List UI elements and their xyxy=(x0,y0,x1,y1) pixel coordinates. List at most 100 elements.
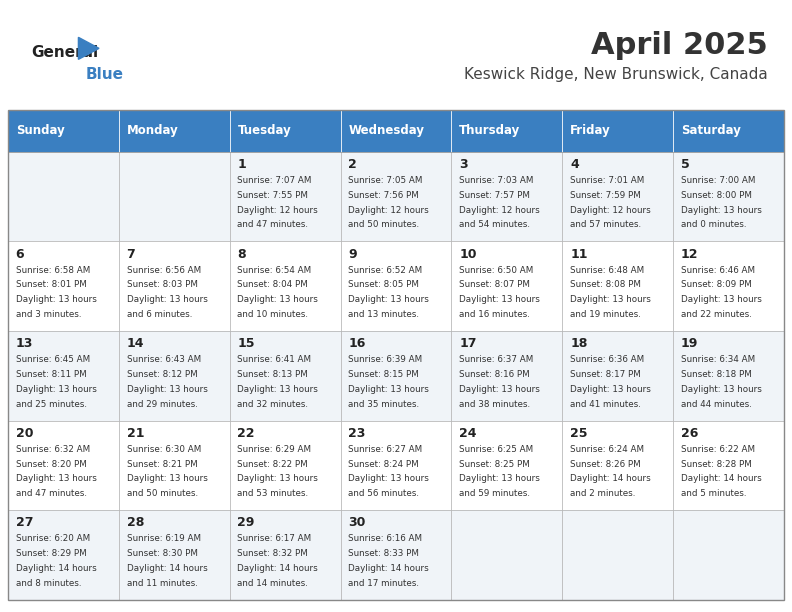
Text: and 5 minutes.: and 5 minutes. xyxy=(681,489,747,498)
Text: 21: 21 xyxy=(127,427,144,440)
Text: Daylight: 13 hours: Daylight: 13 hours xyxy=(459,385,540,394)
Text: Sunset: 8:32 PM: Sunset: 8:32 PM xyxy=(238,549,308,558)
Text: 20: 20 xyxy=(16,427,33,440)
Text: Sunset: 7:57 PM: Sunset: 7:57 PM xyxy=(459,191,530,200)
Text: and 2 minutes.: and 2 minutes. xyxy=(570,489,635,498)
Text: Sunset: 8:24 PM: Sunset: 8:24 PM xyxy=(348,460,419,469)
FancyBboxPatch shape xyxy=(230,241,341,331)
Text: 23: 23 xyxy=(348,427,366,440)
Text: 29: 29 xyxy=(238,517,255,529)
Polygon shape xyxy=(78,37,99,59)
FancyBboxPatch shape xyxy=(673,420,784,510)
Text: Sunrise: 7:00 AM: Sunrise: 7:00 AM xyxy=(681,176,756,185)
Text: Sunset: 8:22 PM: Sunset: 8:22 PM xyxy=(238,460,308,469)
Text: 25: 25 xyxy=(570,427,588,440)
Text: and 32 minutes.: and 32 minutes. xyxy=(238,400,308,409)
FancyBboxPatch shape xyxy=(230,510,341,600)
Text: 10: 10 xyxy=(459,248,477,261)
Text: and 44 minutes.: and 44 minutes. xyxy=(681,400,752,409)
FancyBboxPatch shape xyxy=(341,241,451,331)
Text: Daylight: 13 hours: Daylight: 13 hours xyxy=(348,385,429,394)
Text: and 17 minutes.: and 17 minutes. xyxy=(348,579,419,588)
Text: 17: 17 xyxy=(459,337,477,350)
Text: Daylight: 13 hours: Daylight: 13 hours xyxy=(238,385,318,394)
FancyBboxPatch shape xyxy=(341,420,451,510)
Text: 5: 5 xyxy=(681,158,690,171)
FancyBboxPatch shape xyxy=(451,510,562,600)
Text: Sunrise: 6:25 AM: Sunrise: 6:25 AM xyxy=(459,445,533,453)
Text: Daylight: 13 hours: Daylight: 13 hours xyxy=(459,295,540,304)
FancyBboxPatch shape xyxy=(119,510,230,600)
FancyBboxPatch shape xyxy=(562,420,673,510)
Text: 4: 4 xyxy=(570,158,579,171)
Text: Daylight: 13 hours: Daylight: 13 hours xyxy=(238,474,318,483)
FancyBboxPatch shape xyxy=(451,152,562,241)
Text: Sunrise: 6:46 AM: Sunrise: 6:46 AM xyxy=(681,266,755,275)
Text: and 41 minutes.: and 41 minutes. xyxy=(570,400,641,409)
Text: Sunrise: 6:34 AM: Sunrise: 6:34 AM xyxy=(681,355,755,364)
Text: Daylight: 13 hours: Daylight: 13 hours xyxy=(16,295,97,304)
Text: Sunrise: 6:58 AM: Sunrise: 6:58 AM xyxy=(16,266,90,275)
Text: and 38 minutes.: and 38 minutes. xyxy=(459,400,531,409)
Text: Sunset: 8:33 PM: Sunset: 8:33 PM xyxy=(348,549,419,558)
Text: 16: 16 xyxy=(348,337,366,350)
FancyBboxPatch shape xyxy=(8,510,119,600)
Text: and 0 minutes.: and 0 minutes. xyxy=(681,220,747,230)
Text: Sunset: 8:26 PM: Sunset: 8:26 PM xyxy=(570,460,641,469)
Text: Sunrise: 7:03 AM: Sunrise: 7:03 AM xyxy=(459,176,534,185)
Text: Sunrise: 6:52 AM: Sunrise: 6:52 AM xyxy=(348,266,422,275)
FancyBboxPatch shape xyxy=(230,331,341,420)
Text: Daylight: 12 hours: Daylight: 12 hours xyxy=(348,206,429,215)
FancyBboxPatch shape xyxy=(119,110,230,152)
Text: and 16 minutes.: and 16 minutes. xyxy=(459,310,530,319)
Text: Sunrise: 7:05 AM: Sunrise: 7:05 AM xyxy=(348,176,423,185)
FancyBboxPatch shape xyxy=(341,331,451,420)
FancyBboxPatch shape xyxy=(119,331,230,420)
Text: Sunrise: 6:50 AM: Sunrise: 6:50 AM xyxy=(459,266,534,275)
Text: 26: 26 xyxy=(681,427,699,440)
Text: Daylight: 13 hours: Daylight: 13 hours xyxy=(459,474,540,483)
Text: Sunset: 8:04 PM: Sunset: 8:04 PM xyxy=(238,280,308,289)
Text: and 35 minutes.: and 35 minutes. xyxy=(348,400,420,409)
Text: and 6 minutes.: and 6 minutes. xyxy=(127,310,192,319)
Text: Sunset: 8:20 PM: Sunset: 8:20 PM xyxy=(16,460,86,469)
Text: Daylight: 13 hours: Daylight: 13 hours xyxy=(681,206,762,215)
Text: April 2025: April 2025 xyxy=(592,31,768,61)
Text: Sunrise: 6:36 AM: Sunrise: 6:36 AM xyxy=(570,355,644,364)
FancyBboxPatch shape xyxy=(230,110,341,152)
Text: and 29 minutes.: and 29 minutes. xyxy=(127,400,197,409)
Text: Sunset: 8:21 PM: Sunset: 8:21 PM xyxy=(127,460,197,469)
Text: Daylight: 14 hours: Daylight: 14 hours xyxy=(238,564,318,573)
Text: and 54 minutes.: and 54 minutes. xyxy=(459,220,530,230)
FancyBboxPatch shape xyxy=(341,510,451,600)
Text: Sunset: 7:59 PM: Sunset: 7:59 PM xyxy=(570,191,641,200)
FancyBboxPatch shape xyxy=(451,420,562,510)
FancyBboxPatch shape xyxy=(119,241,230,331)
Text: Sunrise: 6:24 AM: Sunrise: 6:24 AM xyxy=(570,445,644,453)
Text: Sunrise: 6:43 AM: Sunrise: 6:43 AM xyxy=(127,355,200,364)
Text: and 50 minutes.: and 50 minutes. xyxy=(348,220,420,230)
Text: Sunrise: 6:41 AM: Sunrise: 6:41 AM xyxy=(238,355,311,364)
Text: Daylight: 12 hours: Daylight: 12 hours xyxy=(570,206,651,215)
FancyBboxPatch shape xyxy=(673,510,784,600)
Text: 19: 19 xyxy=(681,337,699,350)
Text: Blue: Blue xyxy=(86,67,124,82)
Text: Friday: Friday xyxy=(570,124,611,138)
Text: Sunrise: 6:16 AM: Sunrise: 6:16 AM xyxy=(348,534,422,543)
Text: Sunset: 8:05 PM: Sunset: 8:05 PM xyxy=(348,280,419,289)
Text: Sunset: 8:17 PM: Sunset: 8:17 PM xyxy=(570,370,641,379)
FancyBboxPatch shape xyxy=(230,152,341,241)
Text: 14: 14 xyxy=(127,337,144,350)
FancyBboxPatch shape xyxy=(341,152,451,241)
Text: Daylight: 14 hours: Daylight: 14 hours xyxy=(16,564,97,573)
Text: Monday: Monday xyxy=(127,124,178,138)
FancyBboxPatch shape xyxy=(562,510,673,600)
Text: Daylight: 13 hours: Daylight: 13 hours xyxy=(681,385,762,394)
Text: Daylight: 12 hours: Daylight: 12 hours xyxy=(459,206,540,215)
Text: Daylight: 13 hours: Daylight: 13 hours xyxy=(127,385,208,394)
Text: Sunset: 8:08 PM: Sunset: 8:08 PM xyxy=(570,280,641,289)
Text: Sunrise: 6:20 AM: Sunrise: 6:20 AM xyxy=(16,534,89,543)
Text: 30: 30 xyxy=(348,517,366,529)
Text: Sunset: 8:18 PM: Sunset: 8:18 PM xyxy=(681,370,752,379)
Text: 15: 15 xyxy=(238,337,255,350)
